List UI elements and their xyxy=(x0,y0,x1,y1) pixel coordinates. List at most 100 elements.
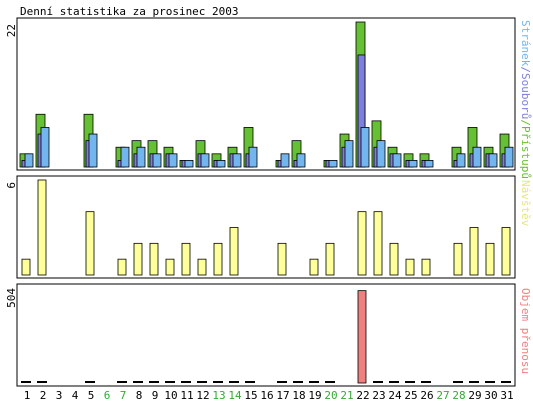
visits-bars xyxy=(21,179,511,276)
visits-panel: 6 Návštěv xyxy=(5,175,532,279)
hits-bars xyxy=(19,21,514,168)
visits-bar-day-26 xyxy=(421,258,431,276)
visits-bar-day-11 xyxy=(181,242,191,276)
transfer-bar-day-17 xyxy=(277,381,287,383)
visits-bar-day-25 xyxy=(405,258,415,276)
day-label-7: 7 xyxy=(120,389,127,402)
day-label-4: 4 xyxy=(72,389,79,402)
pages-bar-day-30 xyxy=(488,153,498,168)
pages-bar-day-25 xyxy=(408,160,418,168)
day-label-12: 12 xyxy=(196,389,209,402)
visits-bar-day-14 xyxy=(229,227,239,276)
visits-bar-day-5 xyxy=(85,211,95,276)
pages-bar-day-10 xyxy=(168,153,178,168)
transfer-bar-day-18 xyxy=(293,381,303,383)
transfer-panel-frame xyxy=(16,283,516,387)
day-label-30: 30 xyxy=(484,389,497,402)
visits-bar-day-9 xyxy=(149,242,159,276)
transfer-bars xyxy=(21,290,511,384)
transfer-bar-day-1 xyxy=(21,381,31,383)
transfer-bar-day-24 xyxy=(389,381,399,383)
visits-bar-day-8 xyxy=(133,242,143,276)
pages-bar-day-29 xyxy=(472,146,482,168)
visits-bar-day-28 xyxy=(453,242,463,276)
ylabel-hits: Přístupů xyxy=(519,126,532,179)
visits-bar-day-22 xyxy=(357,211,367,276)
day-label-11: 11 xyxy=(180,389,193,402)
day-label-18: 18 xyxy=(292,389,305,402)
day-label-14: 14 xyxy=(228,389,242,402)
day-label-23: 23 xyxy=(372,389,385,402)
pages-bar-day-1 xyxy=(24,153,34,168)
day-label-16: 16 xyxy=(260,389,273,402)
visits-bar-day-20 xyxy=(325,242,335,276)
transfer-bar-day-13 xyxy=(213,381,223,383)
ylabel-pages: Stránek xyxy=(519,20,532,67)
pages-bar-day-22 xyxy=(360,127,370,168)
day-label-26: 26 xyxy=(420,389,433,402)
day-label-17: 17 xyxy=(276,389,289,402)
transfer-panel: 504 Objem přenosu xyxy=(5,283,532,387)
day-label-22: 22 xyxy=(356,389,369,402)
pages-bar-day-8 xyxy=(136,146,146,168)
visits-bar-day-19 xyxy=(309,258,319,276)
visits-bar-day-2 xyxy=(37,179,47,276)
pages-bar-day-13 xyxy=(216,160,226,168)
day-label-3: 3 xyxy=(56,389,63,402)
visits-bar-day-12 xyxy=(197,258,207,276)
transfer-bar-day-31 xyxy=(501,381,511,383)
hits-panel-frame xyxy=(16,17,516,171)
transfer-bar-day-23 xyxy=(373,381,383,383)
hits-y-max-label: 22 xyxy=(5,24,18,37)
pages-bar-day-2 xyxy=(40,127,50,168)
visits-bar-day-7 xyxy=(117,258,127,276)
day-label-9: 9 xyxy=(152,389,159,402)
transfer-y-axis-label: Objem přenosu xyxy=(519,288,532,374)
visits-bar-day-13 xyxy=(213,242,223,276)
ylabel-sep1: / xyxy=(519,66,532,73)
visits-bar-day-10 xyxy=(165,258,175,276)
visits-bar-day-1 xyxy=(21,258,31,276)
day-label-1: 1 xyxy=(24,389,31,402)
day-label-21: 21 xyxy=(340,389,353,402)
day-label-2: 2 xyxy=(40,389,47,402)
transfer-y-max-label: 504 xyxy=(5,288,18,308)
transfer-bar-day-15 xyxy=(245,381,255,383)
visits-bar-day-29 xyxy=(469,227,479,276)
transfer-bar-day-2 xyxy=(37,381,47,383)
day-label-15: 15 xyxy=(244,389,257,402)
transfer-bar-day-14 xyxy=(229,381,239,383)
hits-y-axis-label: Stránek/Souborů/Přístupů xyxy=(519,20,532,179)
transfer-bar-day-12 xyxy=(197,381,207,383)
pages-bar-day-21 xyxy=(344,140,354,168)
day-label-27: 27 xyxy=(436,389,449,402)
pages-bar-day-23 xyxy=(376,140,386,168)
pages-bar-day-17 xyxy=(280,153,290,168)
pages-bar-day-12 xyxy=(200,153,210,168)
visits-bar-day-17 xyxy=(277,242,287,276)
day-label-10: 10 xyxy=(164,389,177,402)
ylabel-files: Souborů xyxy=(519,73,532,119)
day-labels: 1 2 3 4 5 6 7 8 9 10 11 12 13 14 15 16 17 18 19 20 21 22 23 24 2… xyxy=(24,389,514,402)
transfer-bar-day-29 xyxy=(469,381,479,383)
pages-bar-day-9 xyxy=(152,153,162,168)
day-label-25: 25 xyxy=(404,389,417,402)
pages-bar-day-11 xyxy=(184,160,194,168)
pages-bar-day-18 xyxy=(296,153,306,168)
pages-bar-day-7 xyxy=(120,146,130,168)
pages-bar-day-14 xyxy=(232,153,242,168)
transfer-bar-day-11 xyxy=(181,381,191,383)
visits-y-axis-label: Návštěv xyxy=(519,180,532,227)
visits-bar-day-31 xyxy=(501,227,511,276)
day-label-13: 13 xyxy=(212,389,225,402)
day-label-8: 8 xyxy=(136,389,143,402)
pages-bar-day-31 xyxy=(504,146,514,168)
pages-bar-day-15 xyxy=(248,146,258,168)
pages-bar-day-20 xyxy=(328,160,338,168)
day-label-28: 28 xyxy=(452,389,465,402)
transfer-bar-day-5 xyxy=(85,381,95,383)
day-label-31: 31 xyxy=(500,389,513,402)
day-label-29: 29 xyxy=(468,389,481,402)
day-label-24: 24 xyxy=(388,389,402,402)
